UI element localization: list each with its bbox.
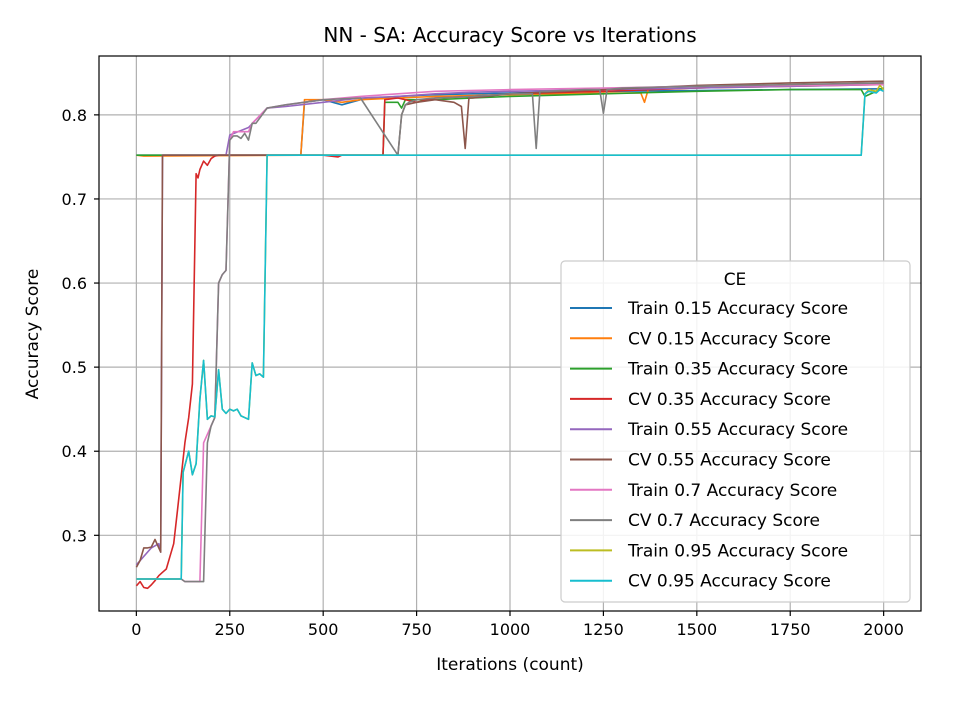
legend-label: Train 0.15 Accuracy Score <box>627 299 848 319</box>
legend-label: CV 0.15 Accuracy Score <box>628 329 831 349</box>
series-line <box>136 88 884 580</box>
x-tick-label: 2000 <box>863 620 904 639</box>
y-tick-label: 0.6 <box>62 274 87 293</box>
x-tick-label: 1250 <box>583 620 624 639</box>
series-line <box>136 82 884 583</box>
legend-label: CV 0.55 Accuracy Score <box>628 451 831 471</box>
x-tick-label: 250 <box>214 620 245 639</box>
series-lines <box>135 80 885 590</box>
x-axis-label: Iterations (count) <box>436 655 584 675</box>
y-axis-label: Accuracy Score <box>23 269 43 400</box>
legend-title: CE <box>724 270 747 290</box>
legend-label: Train 0.95 Accuracy Score <box>627 541 848 561</box>
chart-title: NN - SA: Accuracy Score vs Iterations <box>323 23 696 47</box>
legend-label: Train 0.55 Accuracy Score <box>627 420 848 440</box>
y-tick-label: 0.7 <box>62 190 87 209</box>
y-tick-label: 0.3 <box>62 526 87 545</box>
y-tick-label: 0.8 <box>62 106 87 125</box>
series-line <box>136 83 884 583</box>
x-tick-label: 750 <box>401 620 432 639</box>
legend-label: CV 0.7 Accuracy Score <box>628 511 820 531</box>
x-tick-label: 0 <box>131 620 141 639</box>
legend: CE Train 0.15 Accuracy Score CV 0.15 Accu… <box>560 260 911 603</box>
legend-entries: Train 0.15 Accuracy Score CV 0.15 Accurac… <box>570 299 848 592</box>
x-tick-label: 1500 <box>676 620 717 639</box>
legend-label: Train 0.7 Accuracy Score <box>627 481 837 501</box>
legend-box <box>560 260 911 603</box>
legend-label: Train 0.35 Accuracy Score <box>627 360 848 380</box>
legend-label: CV 0.95 Accuracy Score <box>628 572 831 592</box>
x-tick-label: 1000 <box>490 620 531 639</box>
x-tick-label: 500 <box>308 620 339 639</box>
y-tick-label: 0.5 <box>62 358 87 377</box>
axis-ticks: 0 250 500 750 1000 1250 1500 1750 2000 0.3 0.4 0.5 0… <box>62 106 904 639</box>
y-tick-label: 0.4 <box>62 442 87 461</box>
legend-label: CV 0.35 Accuracy Score <box>628 390 831 410</box>
x-tick-label: 1750 <box>770 620 811 639</box>
